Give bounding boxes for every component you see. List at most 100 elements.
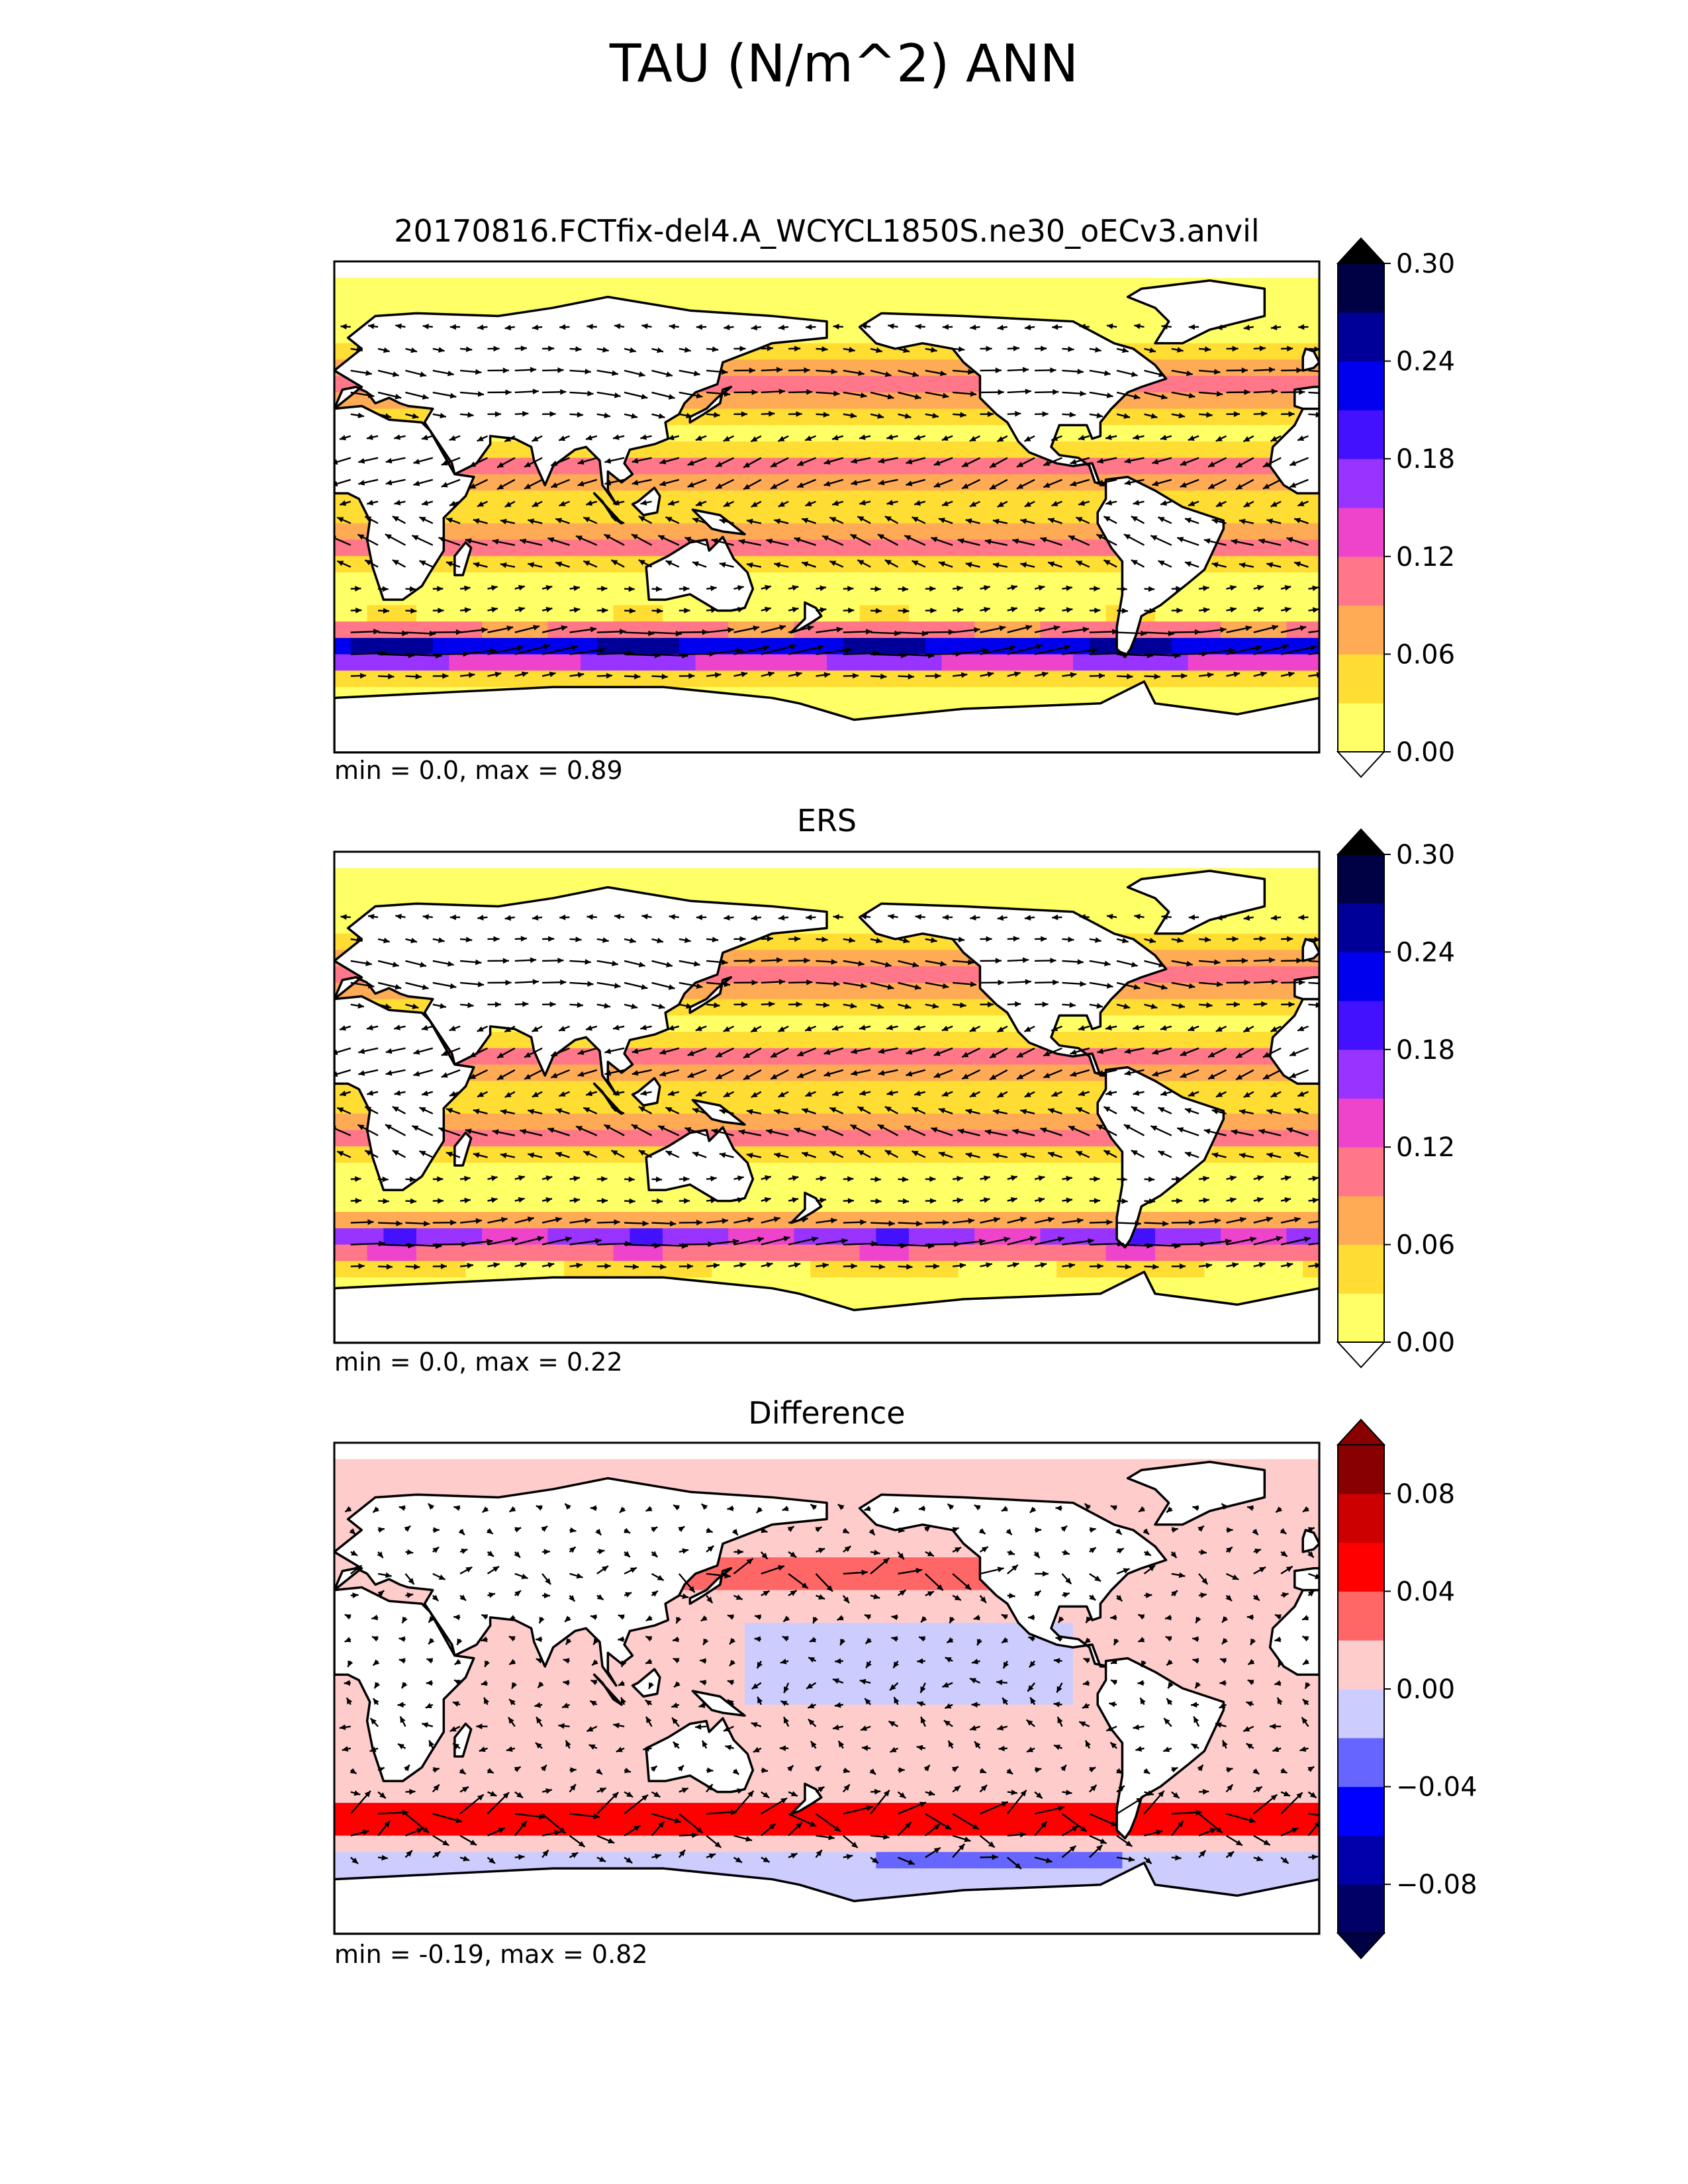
vector-arrowhead <box>645 1636 653 1642</box>
vector-arrowhead <box>558 1723 565 1729</box>
vector-arrowhead <box>1287 936 1293 942</box>
vector-arrowhead <box>774 518 781 524</box>
vector-arrowhead <box>1236 462 1243 468</box>
vector-arrowhead <box>999 625 1006 631</box>
vector-arrowhead <box>801 1582 808 1589</box>
vector-arrowhead <box>751 436 758 442</box>
vector-arrowhead <box>947 1637 954 1643</box>
vector-arrowhead <box>1095 347 1102 353</box>
vector-arrowhead <box>954 1786 961 1792</box>
vector-arrowhead <box>958 346 965 352</box>
vector-arrowhead <box>421 434 428 441</box>
vector-arrowhead <box>1243 436 1250 442</box>
vector-arrowhead <box>1103 516 1111 522</box>
vector-arrow <box>898 1244 935 1248</box>
vector-arrowhead <box>766 1128 773 1135</box>
vector-arrowhead <box>654 1853 661 1860</box>
vector-arrowhead <box>462 1786 469 1793</box>
vector-arrowhead <box>684 537 692 543</box>
vector-arrowhead <box>677 1765 684 1772</box>
vector-arrowhead <box>782 1636 789 1642</box>
vector-arrowhead <box>440 412 446 419</box>
colorbar-segment <box>1338 1049 1384 1099</box>
vector-arrowhead <box>1051 435 1058 441</box>
vector-arrowhead <box>432 1547 440 1553</box>
vector-arrowhead <box>1090 1785 1097 1792</box>
vector-arrowhead <box>1042 1570 1049 1577</box>
vector-arrowhead <box>749 367 755 374</box>
vector-arrowhead <box>714 1841 722 1848</box>
vector-arrowhead <box>665 1107 673 1113</box>
vector-arrowhead <box>1105 1090 1112 1096</box>
vector-arrowhead <box>602 608 608 614</box>
vector-arrowhead <box>796 411 802 417</box>
vector-arrow <box>843 652 880 655</box>
vector-arrowhead <box>968 369 974 375</box>
vector-arrowhead <box>1105 434 1112 440</box>
vector-arrowhead <box>829 1151 837 1157</box>
vector-arrowhead <box>399 1636 405 1642</box>
vector-arrowhead <box>449 1726 457 1732</box>
vector-arrowhead <box>1298 324 1305 330</box>
vector-arrowhead <box>485 1660 490 1667</box>
vector-arrowhead <box>502 367 509 374</box>
vector-arrowhead <box>695 1723 702 1730</box>
vector-arrowhead <box>861 1725 867 1731</box>
vector-arrow <box>1308 1242 1319 1246</box>
vector-arrowhead <box>337 1107 344 1113</box>
vector-arrowhead <box>1096 1844 1103 1851</box>
vector-arrowhead <box>719 562 726 568</box>
vector-arrowhead <box>707 1545 714 1552</box>
vector-arrowhead <box>422 1090 428 1097</box>
vector-arrowhead <box>1176 586 1182 592</box>
vector-arrowhead <box>957 585 963 592</box>
land-outline <box>1293 1567 1319 1592</box>
vector-arrowhead <box>1250 1236 1256 1242</box>
vector-arrowhead <box>765 584 771 591</box>
vector-arrowhead <box>957 538 964 544</box>
vector-arrowhead <box>422 914 429 920</box>
colorbar-tick-label: 0.06 <box>1396 639 1455 670</box>
vector-arrowhead <box>373 1506 380 1513</box>
vector-arrowhead <box>1206 1002 1213 1009</box>
vector-arrowhead <box>1294 1216 1301 1223</box>
vector-arrowhead <box>628 586 635 592</box>
vector-arrowhead <box>933 1824 941 1830</box>
vector-arrowhead <box>477 1794 484 1801</box>
vector-arrowhead <box>1177 1127 1184 1133</box>
vector-arrowhead <box>359 672 366 679</box>
vector-arrowhead <box>823 459 831 465</box>
vector-arrowhead <box>1302 1699 1309 1706</box>
vector-arrowhead <box>477 1091 484 1097</box>
vector-arrowhead <box>1215 1026 1223 1032</box>
vector-arrowhead <box>692 561 699 567</box>
vector-arrowhead <box>518 584 525 591</box>
vector-arrowhead <box>669 914 675 920</box>
vector-arrowhead <box>1261 1001 1268 1007</box>
vector-arrowhead <box>1160 984 1168 990</box>
vector-arrowhead <box>1079 914 1086 920</box>
vector-arrowhead <box>815 1527 822 1533</box>
vector-arrowhead <box>1127 673 1133 680</box>
vector-arrowhead <box>1194 629 1201 635</box>
vector-arrowhead <box>601 1198 608 1204</box>
vector-arrowhead <box>823 412 829 418</box>
vector-arrowhead <box>1211 1152 1219 1158</box>
vector-arrowhead <box>1118 1786 1125 1792</box>
vector-arrowhead <box>1020 1109 1027 1115</box>
vector-arrowhead <box>1084 1637 1091 1644</box>
vector-arrowhead <box>367 1090 373 1096</box>
colorbar-tick-label: 0.18 <box>1396 444 1455 475</box>
vector-arrowhead <box>801 1216 808 1223</box>
vector-arrowhead <box>1188 983 1196 989</box>
vector-arrowhead <box>787 1526 794 1532</box>
vector-arrowhead <box>1185 1152 1192 1158</box>
vector-arrowhead <box>438 1127 445 1133</box>
vector-arrowhead <box>1103 1107 1111 1113</box>
vector-arrowhead <box>351 1550 358 1556</box>
vector-arrowhead <box>530 367 537 373</box>
vector-arrowhead <box>477 501 484 507</box>
vector-arrowhead <box>467 1002 474 1009</box>
vector-arrowhead <box>1232 1262 1239 1268</box>
vector-arrowhead <box>565 1638 572 1645</box>
